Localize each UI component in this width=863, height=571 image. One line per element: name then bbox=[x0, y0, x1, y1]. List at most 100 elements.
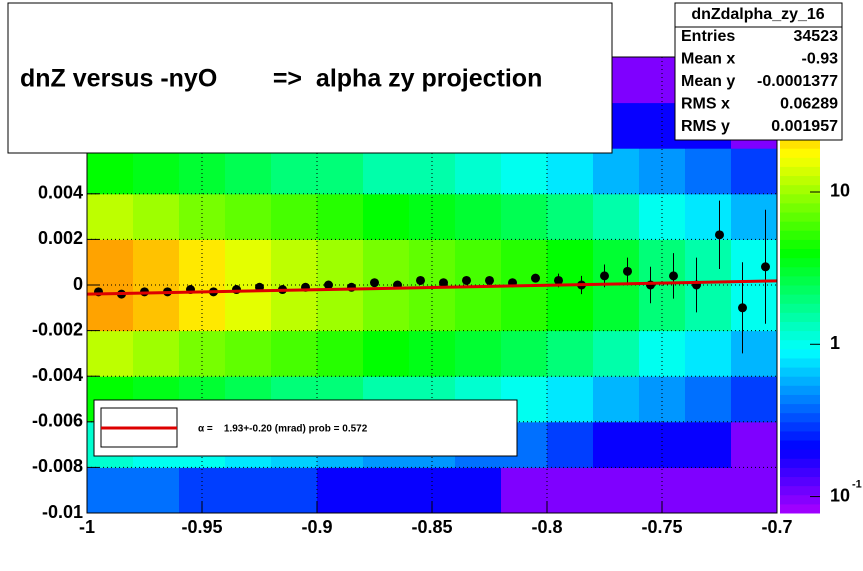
heat-cell bbox=[87, 467, 134, 514]
palette-step bbox=[780, 157, 820, 167]
x-tick-label: -0.75 bbox=[641, 517, 682, 537]
palette-step bbox=[780, 458, 820, 468]
heat-cell bbox=[225, 467, 272, 514]
palette-step bbox=[780, 266, 820, 277]
profile-point bbox=[669, 271, 678, 281]
heat-cell bbox=[271, 148, 318, 195]
profile-point bbox=[738, 303, 747, 313]
heat-cell bbox=[409, 239, 456, 286]
heat-cell bbox=[593, 239, 640, 286]
z-tick-label: 1 bbox=[830, 333, 840, 353]
heat-cell bbox=[685, 467, 732, 514]
heat-cell bbox=[639, 193, 686, 240]
heat-cell bbox=[317, 193, 364, 240]
heat-cell bbox=[317, 239, 364, 286]
heat-cell bbox=[225, 193, 272, 240]
heat-cell bbox=[225, 148, 272, 195]
y-tick-label: -0.006 bbox=[32, 411, 83, 431]
palette-step bbox=[780, 385, 820, 395]
profile-point bbox=[416, 275, 425, 285]
heat-cell bbox=[685, 421, 732, 468]
palette-step bbox=[780, 449, 820, 459]
palette-step bbox=[780, 330, 820, 341]
heat-cell bbox=[133, 330, 180, 377]
heat-cell bbox=[685, 285, 732, 332]
heat-cell bbox=[731, 285, 778, 332]
heat-cell bbox=[179, 239, 226, 286]
heat-cell bbox=[455, 193, 502, 240]
heat-cell bbox=[547, 467, 594, 514]
palette-step bbox=[780, 348, 820, 359]
heat-cell bbox=[731, 467, 778, 514]
heat-cell bbox=[271, 193, 318, 240]
palette-step bbox=[780, 467, 820, 478]
y-tick-label: 0.004 bbox=[38, 183, 83, 203]
heat-cell bbox=[317, 330, 364, 377]
heat-cell bbox=[87, 148, 134, 195]
palette-step bbox=[780, 248, 820, 259]
palette-step bbox=[780, 230, 820, 240]
stats-value: -0.0001377 bbox=[757, 73, 838, 90]
overlay: dnZ versus -nyO => alpha zy projection d… bbox=[7, 2, 843, 457]
chart-title: dnZ versus -nyO => alpha zy projection bbox=[20, 65, 542, 93]
heat-cell bbox=[363, 239, 410, 286]
heat-cell bbox=[731, 239, 778, 286]
stats-value: 0.001957 bbox=[771, 118, 838, 135]
heat-cell bbox=[179, 193, 226, 240]
stats-label: RMS y bbox=[681, 118, 730, 135]
heat-cell bbox=[639, 148, 686, 195]
heat-cell bbox=[685, 376, 732, 423]
palette-step bbox=[780, 494, 820, 505]
palette-step bbox=[780, 357, 820, 368]
heat-cell bbox=[455, 330, 502, 377]
heat-cell bbox=[363, 193, 410, 240]
heat-cell bbox=[133, 193, 180, 240]
stats-value: 34523 bbox=[794, 28, 839, 45]
profile-point bbox=[485, 275, 494, 285]
profile-point bbox=[370, 278, 379, 288]
fit-line bbox=[86, 279, 778, 296]
heat-cell bbox=[731, 148, 778, 195]
heat-cell bbox=[639, 376, 686, 423]
heat-cell bbox=[731, 376, 778, 423]
profile-point bbox=[439, 278, 448, 288]
heat-cell bbox=[317, 467, 364, 514]
palette-step bbox=[780, 175, 820, 186]
palette-step bbox=[780, 148, 820, 158]
x-tick-label: -1 bbox=[79, 517, 95, 537]
palette-step bbox=[780, 221, 820, 231]
palette-step bbox=[780, 285, 820, 295]
profile-point bbox=[462, 275, 471, 285]
heat-cell bbox=[639, 285, 686, 332]
heat-cell bbox=[363, 148, 410, 195]
heat-cell bbox=[409, 285, 456, 332]
palette-step bbox=[780, 367, 820, 377]
x-tick-label: -0.85 bbox=[411, 517, 452, 537]
heat-cell bbox=[87, 330, 134, 377]
profile-point bbox=[324, 280, 333, 290]
heat-cell bbox=[409, 148, 456, 195]
palette-step bbox=[780, 294, 820, 304]
y-tick-label: -0.004 bbox=[32, 365, 83, 385]
heat-cell bbox=[685, 148, 732, 195]
heat-cell bbox=[639, 239, 686, 286]
heat-cell bbox=[225, 330, 272, 377]
x-tick-label: -0.95 bbox=[181, 517, 222, 537]
stats-value: 0.06289 bbox=[780, 96, 838, 113]
stats-box bbox=[674, 2, 843, 141]
stats-label: Entries bbox=[681, 28, 735, 45]
stats-label: Mean y bbox=[681, 73, 735, 90]
palette-step bbox=[780, 485, 820, 496]
heat-cell bbox=[501, 330, 548, 377]
heat-cell bbox=[593, 148, 640, 195]
z-tick-exponent: -1 bbox=[852, 478, 862, 490]
heat-cell bbox=[547, 376, 594, 423]
palette-step bbox=[780, 476, 820, 487]
heat-cell bbox=[317, 285, 364, 332]
heat-cell bbox=[133, 148, 180, 195]
heat-cell bbox=[501, 285, 548, 332]
palette-step bbox=[780, 403, 820, 414]
heat-cell bbox=[547, 285, 594, 332]
heat-cell bbox=[547, 239, 594, 286]
